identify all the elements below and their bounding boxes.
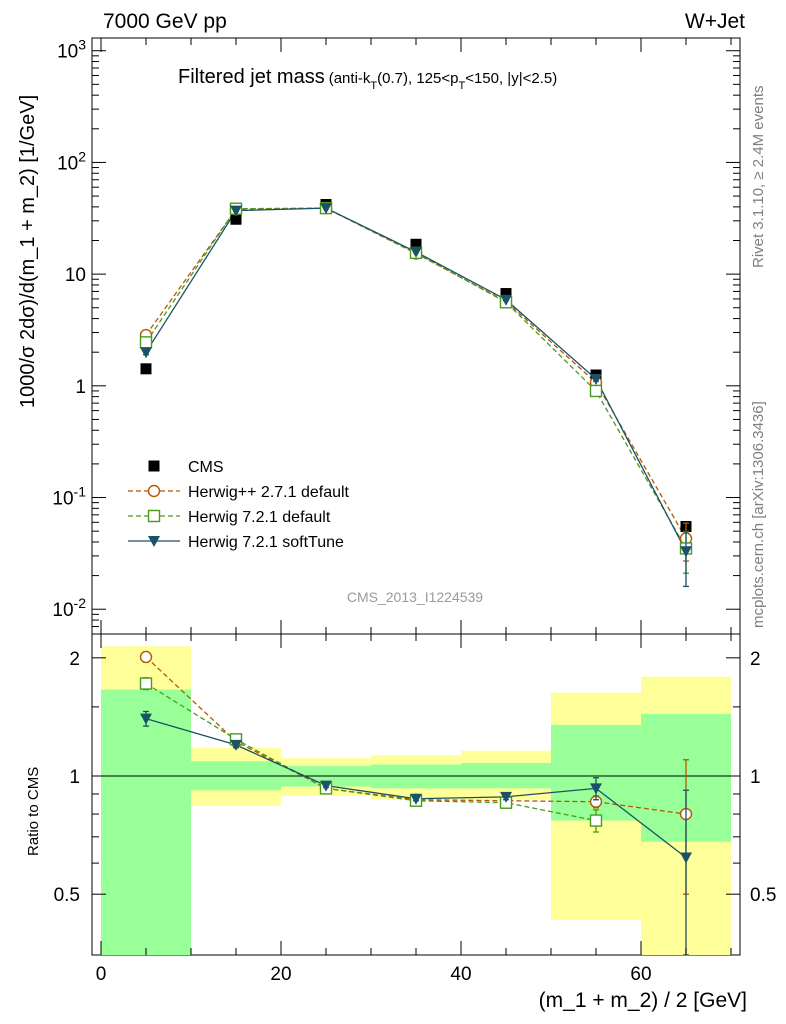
legend-marker: [147, 509, 161, 523]
x-tick-label: 0: [96, 964, 107, 985]
axes: 10-2 10-1 1 10 102 103 0 20 40 60 0.5 0.5 1 1 2 2: [52, 37, 776, 985]
ratio-point: [230, 739, 242, 751]
plot-title: Filtered jet mass (anti-kT(0.7), 125<pT<1…: [178, 66, 557, 92]
x-tick-label: 20: [270, 964, 291, 985]
ratio-y-tick-label-right: 2: [750, 649, 761, 670]
ratio-point: [500, 791, 512, 803]
plot-title-detail: (anti-kT(0.7), 125<pT<150, |y|<2.5): [329, 70, 558, 92]
rivet-version-text: Rivet 3.1.10, ≥ 2.4M events: [750, 85, 767, 269]
ratio-point: [680, 852, 692, 864]
ratio-y-axis-label: Ratio to CMS: [25, 767, 42, 856]
data-point: [589, 384, 603, 398]
y-axis-label: 1000/σ 2dσ)/d(m_1 + m_2) [1/GeV]: [17, 95, 39, 408]
y-tick-label: 1: [75, 377, 86, 398]
data-point: [230, 205, 242, 217]
ratio-y-tick-label-right: 0.5: [750, 885, 776, 906]
x-axis-label: (m_1 + m_2) / 2 [GeV]: [539, 989, 747, 1012]
x-tick-label: 40: [450, 964, 471, 985]
legend-label: CMS: [188, 459, 224, 476]
uncertainty-band-inner: [101, 689, 191, 955]
legend-label: Herwig 7.2.1 softTune: [188, 534, 344, 551]
data-point: [500, 288, 512, 300]
data-point: [140, 363, 152, 375]
y-tick-label: 10-2: [52, 595, 86, 621]
ratio-point: [320, 780, 332, 792]
legend: CMS Herwig++ 2.7.1 default Herwig 7.2.1 de…: [128, 459, 350, 551]
data-point: [320, 203, 332, 215]
ratio-point: [139, 650, 153, 664]
legend-label: Herwig 7.2.1 default: [188, 509, 331, 526]
ratio-point: [590, 783, 602, 795]
data-point: [590, 374, 602, 386]
y-tick-label: 10: [65, 265, 86, 286]
ratio-point: [410, 793, 422, 805]
data-point: [410, 246, 422, 258]
data-marks: [139, 199, 693, 956]
ratio-y-tick-label: 2: [69, 649, 80, 670]
ratio-y-tick-label: 0.5: [54, 885, 80, 906]
y-tick-label: 102: [57, 148, 86, 174]
ratio-point: [139, 677, 153, 690]
legend-marker: [148, 460, 160, 472]
ratio-y-tick-label: 1: [69, 767, 80, 788]
ratio-point: [140, 713, 152, 725]
data-point: [680, 546, 692, 558]
watermark: CMS_2013_I1224539: [347, 589, 483, 605]
data-point: [500, 294, 512, 306]
legend-label: Herwig++ 2.7.1 default: [188, 484, 350, 501]
data-point: [140, 347, 152, 359]
ratio-y-tick-label-right: 1: [750, 767, 761, 788]
header-right: W+Jet: [685, 10, 745, 33]
y-tick-label: 10-1: [52, 484, 86, 510]
ratio-point: [589, 814, 603, 827]
legend-marker: [148, 536, 160, 547]
data-point: [139, 336, 153, 349]
header-left: 7000 GeV pp: [103, 10, 227, 33]
legend-marker: [147, 484, 161, 498]
y-tick-label: 103: [57, 37, 86, 63]
ratio-series-line-1: [145, 682, 597, 822]
data-point: [410, 238, 422, 250]
x-tick-label: 60: [630, 964, 651, 985]
mcplots-credit-text: mcplots.cern.ch [arXiv:1306.3436]: [750, 401, 767, 628]
plot-title-main: Filtered jet mass: [178, 66, 325, 88]
data-point: [230, 213, 242, 225]
